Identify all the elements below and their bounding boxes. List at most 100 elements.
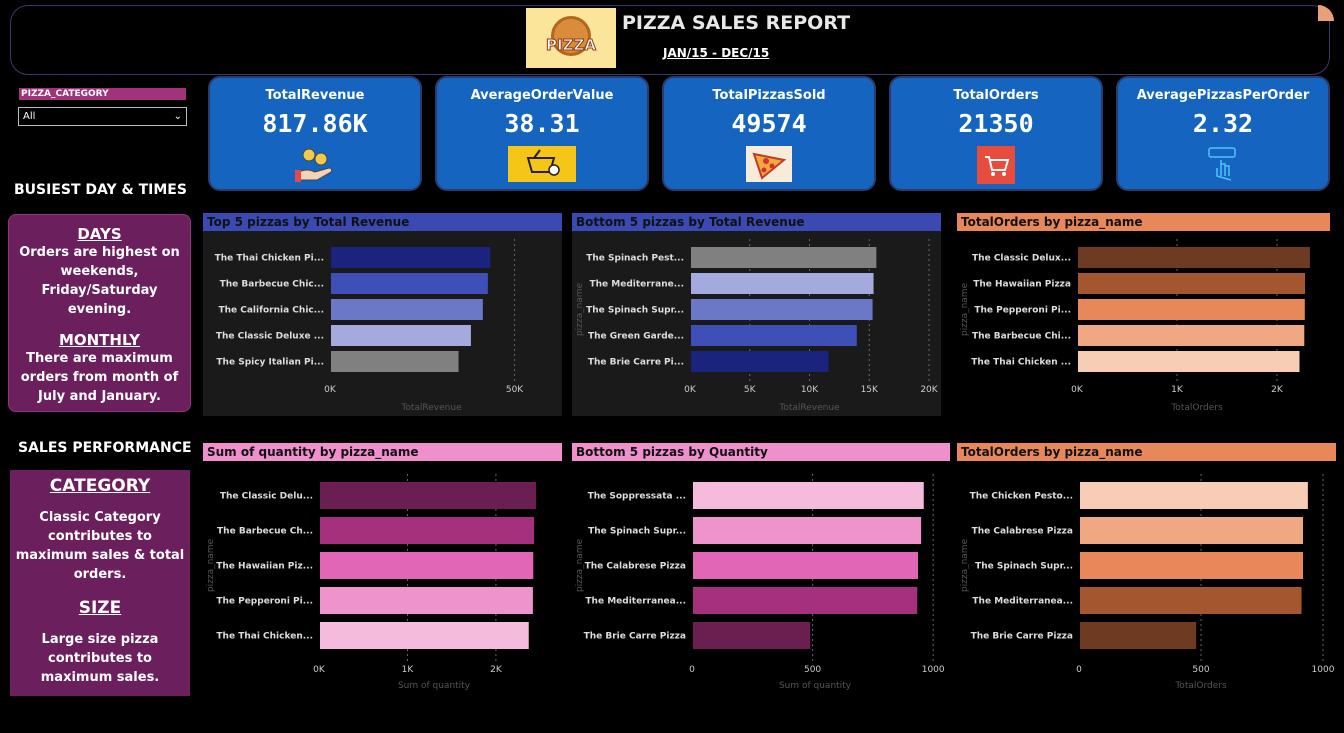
x-axis-label: Sum of quantity xyxy=(779,681,852,691)
insight-body-category: Classic Category contributes to maximum … xyxy=(15,510,185,582)
category-label: The Classic Delux... xyxy=(972,254,1071,264)
dropdown-value: All xyxy=(23,111,36,122)
y-axis-label: pizza_name xyxy=(960,282,970,336)
tick-label: 0K xyxy=(313,665,326,675)
slicer-label: PIZZA_CATEGORY xyxy=(19,88,186,100)
tick-label: 500 xyxy=(804,665,821,675)
kpi-title: AveragePizzasPerOrder xyxy=(1136,88,1310,103)
kpi-value: 2.32 xyxy=(1192,109,1254,138)
category-label: The Thai Chicken... xyxy=(216,632,313,642)
category-label: The Chicken Pesto... xyxy=(970,492,1073,502)
tick-label: 1000 xyxy=(1312,665,1335,675)
x-axis-label: TotalOrders xyxy=(1174,681,1227,691)
y-axis-label: pizza_name xyxy=(575,282,585,336)
insight-head-category: CATEGORY xyxy=(49,476,151,496)
bar xyxy=(331,325,471,346)
bar xyxy=(1078,299,1305,320)
chart-canvas: 0 500 1000 TotalOrders pizza_name The Chicken… xyxy=(960,474,1335,691)
bar xyxy=(320,587,533,614)
bar xyxy=(693,517,922,544)
chart-title: Sum of quantity by pizza_name xyxy=(203,443,562,461)
chart-total-orders-top[interactable]: TotalOrders by pizza_name 0K 1K 2K TotalOrd… xyxy=(957,213,1330,416)
insight-head-days: DAYS xyxy=(77,225,122,243)
category-dropdown[interactable]: All ⌄ xyxy=(18,107,187,126)
category-label: The Hawaiian Pizza xyxy=(973,280,1071,290)
chevron-down-icon[interactable]: ⌄ xyxy=(173,111,182,122)
money-hand-icon xyxy=(295,146,335,188)
bar xyxy=(1080,552,1303,579)
tick-label: 20K xyxy=(920,385,938,395)
chart-sum-quantity[interactable]: Sum of quantity by pizza_name 0K 1K 2K Sum … xyxy=(203,443,562,693)
kpi-card-total-orders: TotalOrders 21350 xyxy=(889,76,1103,191)
category-label: The Pepperoni Pi... xyxy=(216,597,313,607)
chart-top5-revenue[interactable]: Top 5 pizzas by Total Revenue 0K 50K Total… xyxy=(203,213,562,416)
category-label: The Spinach Pest... xyxy=(586,254,684,264)
category-label: The Brie Carre Pi... xyxy=(588,358,684,368)
category-label: The Hawaiian Piz... xyxy=(216,562,313,572)
chart-canvas: 0K 50K TotalRevenue The Thai Chicken Pi... T… xyxy=(215,239,524,413)
tick-label: 10K xyxy=(801,385,819,395)
bar xyxy=(693,587,918,614)
tick-label: 50K xyxy=(506,385,524,395)
kpi-value: 21350 xyxy=(958,109,1034,138)
chart-total-orders-bottom[interactable]: TotalOrders by pizza_name 0 500 1000 TotalO… xyxy=(957,443,1336,693)
bar xyxy=(1078,351,1300,372)
order-click-icon xyxy=(1205,146,1241,188)
page-title: PIZZA SALES REPORT xyxy=(622,12,851,34)
category-label: The Calabrese Pizza xyxy=(972,527,1073,537)
tick-label: 500 xyxy=(1192,665,1209,675)
chart-bottom5-quantity[interactable]: Bottom 5 pizzas by Quantity 0 500 1000 Sum … xyxy=(572,443,950,693)
bar xyxy=(331,299,483,320)
category-label: The Thai Chicken Pi... xyxy=(215,254,324,264)
section-title-busiest: BUSIEST DAY & TIMES xyxy=(14,182,187,198)
tick-label: 1K xyxy=(1171,385,1184,395)
date-range: JAN/15 - DEC/15 xyxy=(663,46,770,60)
chart-canvas: 0K 1K 2K Sum of quantity pizza_name The Class… xyxy=(206,474,536,691)
category-label: The Calabrese Pizza xyxy=(585,562,686,572)
bar xyxy=(693,482,924,509)
kpi-title: TotalOrders xyxy=(953,88,1039,103)
bar xyxy=(1078,273,1305,294)
bar xyxy=(1080,622,1197,649)
bar xyxy=(1080,587,1302,614)
x-axis-label: TotalOrders xyxy=(1170,403,1223,413)
bar xyxy=(320,517,535,544)
tick-label: 0K xyxy=(684,385,697,395)
tick-label: 0K xyxy=(324,385,337,395)
category-label: The Spinach Supr... xyxy=(975,562,1073,572)
tick-label: 1K xyxy=(402,665,415,675)
category-label: The Brie Carre Pizza xyxy=(584,632,686,642)
kpi-value: 817.86K xyxy=(262,109,368,138)
bar xyxy=(693,622,811,649)
insight-sales: CATEGORY Classic Category contributes to… xyxy=(10,470,190,696)
category-label: The Brie Carre Pizza xyxy=(971,632,1073,642)
tick-label: 2K xyxy=(1271,385,1284,395)
insight-body-monthly: There are maximum orders from month of J… xyxy=(20,351,179,404)
category-label: The Spinach Supr... xyxy=(586,306,684,316)
kpi-value: 49574 xyxy=(731,109,807,138)
chart-bottom5-revenue[interactable]: Bottom 5 pizzas by Total Revenue 0K 5K 10K… xyxy=(572,213,941,416)
y-axis-label: pizza_name xyxy=(960,538,970,592)
bar xyxy=(1078,247,1310,268)
x-axis-label: TotalRevenue xyxy=(400,403,462,413)
bar xyxy=(691,273,874,294)
bar xyxy=(331,273,488,294)
section-title-sales: SALES PERFORMANCE xyxy=(18,440,192,456)
insight-head-size: SIZE xyxy=(78,598,122,618)
tick-label: 1000 xyxy=(922,665,945,675)
insight-head-monthly: MONTHLY xyxy=(58,331,141,349)
bar xyxy=(1080,482,1308,509)
report-header xyxy=(10,5,1330,75)
chart-title: Top 5 pizzas by Total Revenue xyxy=(203,213,562,231)
tick-label: 0K xyxy=(1071,385,1084,395)
category-label: The Mediterranea... xyxy=(972,597,1073,607)
category-label: The Barbecue Chi... xyxy=(972,332,1071,342)
category-label: The Classic Delu... xyxy=(220,492,313,502)
kpi-card-total-revenue: TotalRevenue 817.86K xyxy=(208,76,422,191)
insight-body-size: Large size pizza contributes to maximum … xyxy=(40,632,160,685)
bar xyxy=(320,622,529,649)
category-label: The Barbecue Ch... xyxy=(217,527,313,537)
x-axis-label: Sum of quantity xyxy=(398,681,471,691)
bar xyxy=(691,325,857,346)
